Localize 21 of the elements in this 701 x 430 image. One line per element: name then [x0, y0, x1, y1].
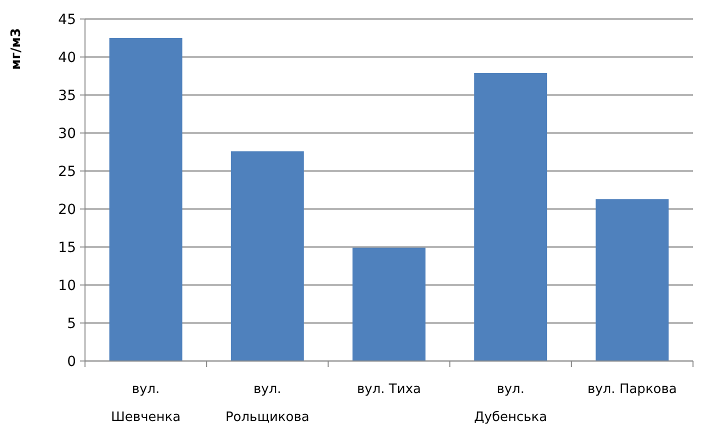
- y-tick-label: 45: [58, 12, 76, 28]
- x-tick-label: вул. Рольщикова: [225, 382, 310, 425]
- y-tick-label: 30: [58, 126, 76, 142]
- y-tick-label: 40: [58, 50, 76, 66]
- y-tick-label: 0: [67, 354, 76, 370]
- x-tick-label: вул. Паркова: [588, 382, 677, 397]
- y-tick-label: 15: [58, 240, 76, 256]
- bar: [109, 38, 182, 361]
- y-tick-label: 5: [67, 316, 76, 332]
- y-tick-label: 20: [58, 202, 76, 218]
- y-tick-label: 25: [58, 164, 76, 180]
- y-axis-title: мг/м3: [9, 28, 24, 70]
- bar: [474, 72, 548, 361]
- x-tick-label: вул. Дубенська: [474, 382, 548, 425]
- y-tick-label: 10: [58, 278, 76, 294]
- y-tick-label: 35: [58, 88, 76, 104]
- x-tick-label: вул. Шевченка: [111, 382, 181, 425]
- bar: [230, 151, 304, 361]
- x-tick-label: вул. Тиха: [357, 382, 421, 397]
- bar: [352, 248, 426, 361]
- bar: [596, 199, 669, 361]
